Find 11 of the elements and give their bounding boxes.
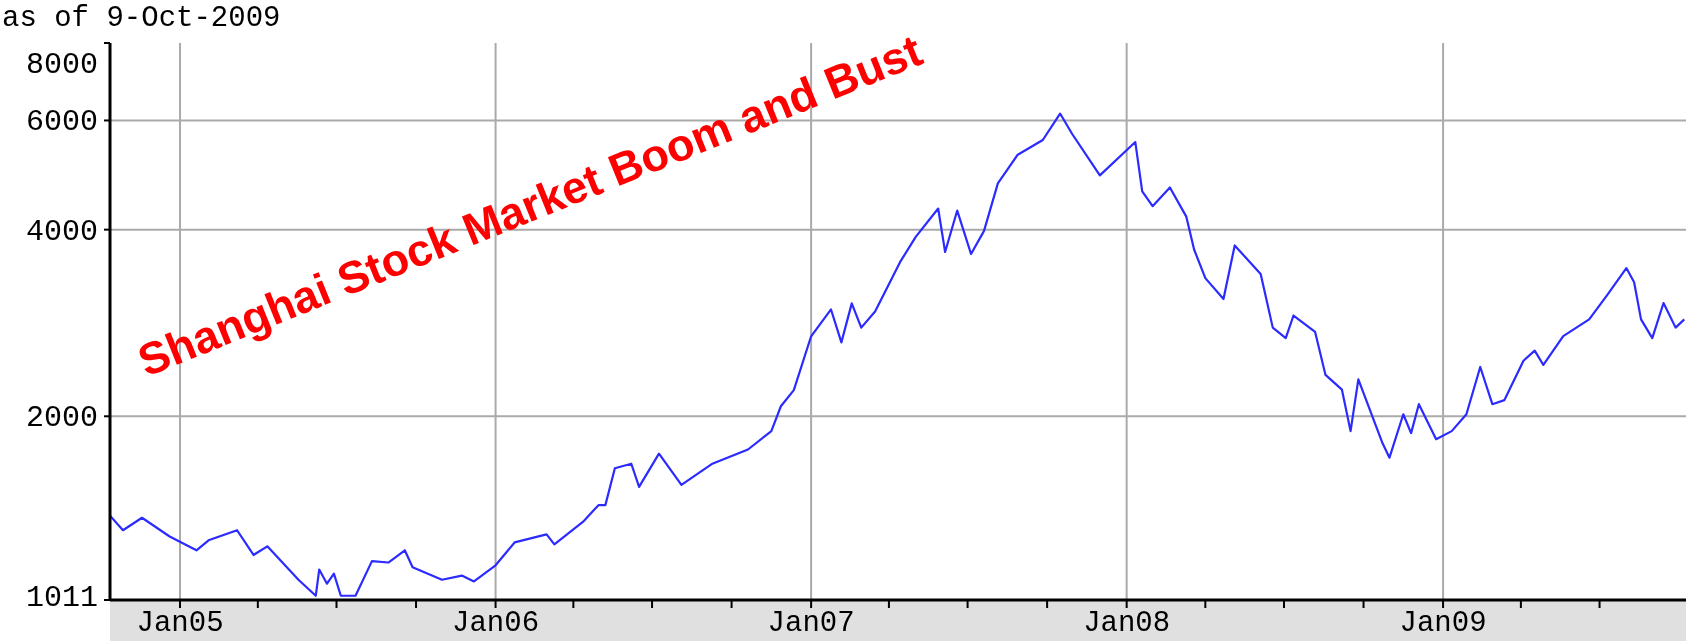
chart-subtitle: as of 9-Oct-2009 (2, 2, 281, 35)
x-tick-label: Jan05 (136, 606, 224, 640)
y-tick-label: 1011 (25, 581, 98, 615)
y-tick-label: 2000 (25, 401, 98, 436)
y-tick-label: 6000 (25, 105, 98, 140)
x-tick-label: Jan07 (767, 606, 855, 640)
y-tick-label: 8000 (25, 48, 98, 82)
x-tick-label: Jan09 (1399, 606, 1487, 640)
x-tick-label: Jan08 (1083, 606, 1171, 640)
x-tick-label: Jan06 (452, 606, 540, 640)
y-tick-label: 4000 (25, 214, 98, 249)
